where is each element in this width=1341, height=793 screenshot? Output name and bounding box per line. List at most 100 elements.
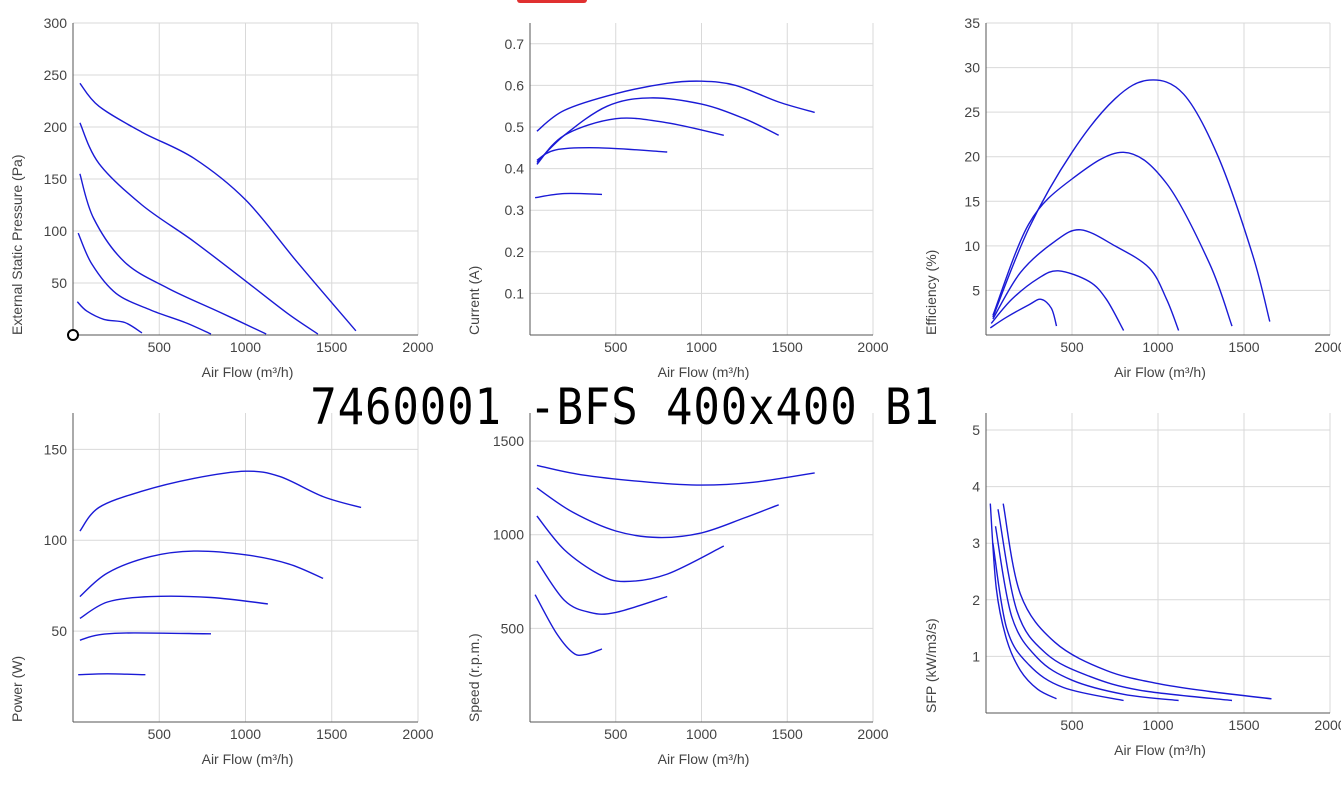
current-y-tick-label: 0.2 [505, 244, 525, 260]
sfp-x-tick-label: 1000 [1142, 717, 1173, 733]
current-series-line-5[interactable] [535, 192, 603, 199]
sfp-y-tick-label: 3 [972, 535, 980, 551]
current-x-tick-label: 2000 [857, 339, 888, 355]
sfp-series-line-4[interactable] [992, 543, 1124, 702]
current-y-tick-label: 0.1 [505, 285, 525, 301]
efficiency-y-tick-label: 25 [964, 104, 980, 120]
speed-x-tick-label: 1000 [686, 726, 717, 742]
current-x-axis-label: Air Flow (m³/h) [658, 364, 750, 380]
sfp-x-tick-label: 500 [1060, 717, 1084, 733]
pressure-origin-marker[interactable] [67, 329, 79, 341]
efficiency-y-tick-label: 30 [964, 60, 980, 76]
current-series-line-1[interactable] [536, 80, 815, 132]
efficiency-y-tick-label: 5 [972, 282, 980, 298]
power-series-line-5[interactable] [78, 673, 146, 676]
speed-y-tick-label: 1500 [493, 433, 524, 449]
speed-x-tick-label: 2000 [857, 726, 888, 742]
speed-y-axis-label: Speed (r.p.m.) [466, 633, 482, 722]
power-series-line-3[interactable] [79, 595, 268, 620]
pressure-y-tick-label: 300 [44, 15, 68, 31]
power-series-line-2[interactable] [79, 550, 324, 598]
speed-series-line-2[interactable] [536, 487, 779, 539]
speed-x-tick-label: 1500 [772, 726, 803, 742]
current-x-tick-label: 1000 [686, 339, 717, 355]
sfp-y-tick-label: 5 [972, 422, 980, 438]
sfp-y-tick-label: 1 [972, 648, 980, 664]
speed-y-tick-label: 500 [501, 620, 525, 636]
power-y-tick-label: 50 [51, 623, 67, 639]
sfp-x-axis-label: Air Flow (m³/h) [1114, 742, 1206, 758]
sfp-x-tick-label: 2000 [1314, 717, 1341, 733]
efficiency-series-line-4[interactable] [990, 270, 1125, 331]
efficiency-y-tick-label: 10 [964, 238, 980, 254]
current-y-tick-label: 0.6 [505, 77, 525, 93]
efficiency-x-tick-label: 500 [1060, 339, 1084, 355]
pressure-series-line-4[interactable] [77, 232, 212, 335]
pressure-y-tick-label: 50 [51, 275, 67, 291]
power-x-tick-label: 2000 [402, 726, 433, 742]
power-y-tick-label: 100 [44, 532, 68, 548]
pressure-x-tick-label: 2000 [402, 339, 433, 355]
current-y-axis-label: Current (A) [466, 266, 482, 335]
sfp-series-line-2[interactable] [997, 509, 1233, 702]
sfp-y-tick-label: 2 [972, 592, 980, 608]
power-series-line-4[interactable] [79, 632, 212, 641]
speed-series-line-4[interactable] [536, 560, 668, 615]
sfp-series-line-3[interactable] [994, 526, 1179, 702]
efficiency-series-line-5[interactable] [989, 298, 1058, 329]
pressure-x-tick-label: 1000 [230, 339, 261, 355]
efficiency-series-line-3[interactable] [992, 229, 1180, 331]
pressure-series-line-3[interactable] [79, 173, 267, 335]
current-series-line-4[interactable] [536, 147, 668, 161]
pressure-x-axis-label: Air Flow (m³/h) [202, 364, 294, 380]
efficiency-x-axis-label: Air Flow (m³/h) [1114, 364, 1206, 380]
efficiency-series-line-2[interactable] [992, 151, 1233, 327]
pressure-y-tick-label: 100 [44, 223, 68, 239]
efficiency-x-tick-label: 1000 [1142, 339, 1173, 355]
pressure-x-tick-label: 1500 [316, 339, 347, 355]
current-series-line-3[interactable] [536, 117, 724, 165]
pressure-y-tick-label: 150 [44, 171, 68, 187]
pressure-series-line-5[interactable] [76, 301, 143, 334]
sfp-y-tick-label: 4 [972, 479, 980, 495]
power-x-tick-label: 1000 [230, 726, 261, 742]
top-tab-indicator[interactable] [517, 0, 587, 3]
efficiency-y-tick-label: 15 [964, 193, 980, 209]
pressure-y-axis-label: External Static Pressure (Pa) [9, 154, 25, 335]
efficiency-y-axis-label: Efficiency (%) [923, 250, 939, 335]
current-y-tick-label: 0.3 [505, 202, 525, 218]
pressure-x-tick-label: 500 [148, 339, 172, 355]
efficiency-series-line-1[interactable] [992, 79, 1271, 322]
speed-series-line-1[interactable] [536, 464, 815, 486]
power-series-line-1[interactable] [79, 470, 362, 532]
page-title: 7460001 -BFS 400x400 B1 [310, 378, 940, 436]
efficiency-y-tick-label: 35 [964, 15, 980, 31]
sfp-series-line-5[interactable] [989, 503, 1057, 700]
power-x-axis-label: Air Flow (m³/h) [202, 751, 294, 767]
current-y-tick-label: 0.4 [505, 161, 525, 177]
sfp-series-line-1[interactable] [1002, 503, 1272, 700]
current-y-tick-label: 0.7 [505, 36, 525, 52]
efficiency-x-tick-label: 2000 [1314, 339, 1341, 355]
pressure-series-line-2[interactable] [79, 122, 319, 335]
sfp-y-axis-label: SFP (kW/m3/s) [923, 618, 939, 713]
current-x-tick-label: 1500 [772, 339, 803, 355]
speed-y-tick-label: 1000 [493, 527, 524, 543]
speed-x-tick-label: 500 [604, 726, 628, 742]
power-y-tick-label: 150 [44, 441, 68, 457]
speed-series-line-5[interactable] [534, 594, 603, 656]
power-x-tick-label: 500 [148, 726, 172, 742]
current-y-tick-label: 0.5 [505, 119, 525, 135]
efficiency-y-tick-label: 20 [964, 149, 980, 165]
power-y-axis-label: Power (W) [9, 656, 25, 722]
speed-x-axis-label: Air Flow (m³/h) [658, 751, 750, 767]
pressure-y-tick-label: 200 [44, 119, 68, 135]
pressure-y-tick-label: 250 [44, 67, 68, 83]
speed-series-line-3[interactable] [536, 515, 725, 583]
pressure-series-line-1[interactable] [79, 82, 357, 332]
sfp-x-tick-label: 1500 [1228, 717, 1259, 733]
efficiency-x-tick-label: 1500 [1228, 339, 1259, 355]
current-x-tick-label: 500 [604, 339, 628, 355]
power-x-tick-label: 1500 [316, 726, 347, 742]
